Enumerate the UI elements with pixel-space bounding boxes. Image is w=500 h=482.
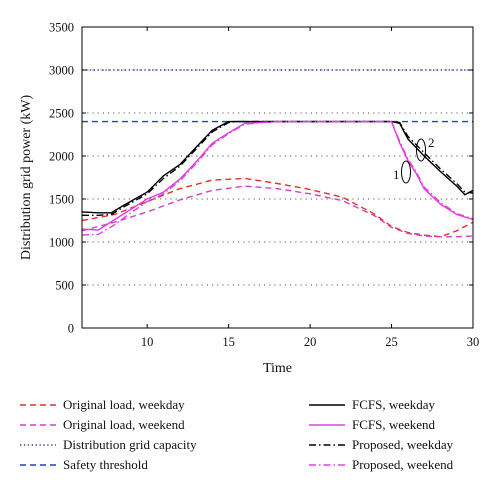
legend-label-2: Distribution grid capacity [63,437,197,452]
legend-label-6: Proposed, weekday [352,437,454,452]
series-line-0 [81,177,474,238]
legend-label-1: Original load, weekend [63,417,185,432]
grid-lines [82,69,473,286]
annotation-label-2: 2 [428,135,435,150]
legend-label-5: FCFS, weekend [352,417,436,432]
series-line-1 [81,185,474,238]
y-tick-label-7: 3500 [49,21,74,35]
series-layer [81,69,474,238]
x-tick-label-0: 10 [141,335,154,349]
plot-frame [81,26,474,329]
legend-label-3: Safety threshold [63,457,148,472]
series-line-6 [82,120,474,217]
series-line-4 [81,120,474,214]
annotation-ellipse-2 [416,138,426,162]
annotation-ellipse-1 [401,160,411,184]
y-tick-label-1: 500 [55,279,74,293]
legend-label-7: Proposed, weekend [352,457,454,472]
annotation-label-1: 1 [393,167,400,182]
y-tick-label-5: 2500 [49,107,74,121]
y-tick-label-4: 2000 [49,150,74,164]
series-line-7 [81,120,474,236]
y-axis-label: Distribution grid power (kW) [19,95,34,261]
legend: Original load, weekday FCFS, weekday Origi… [20,397,454,472]
y-tick-label-0: 0 [68,322,74,336]
x-tick-label-4: 30 [467,335,480,349]
y-tick-label-6: 3000 [49,64,74,78]
y-tick-label-3: 1500 [49,193,74,207]
y-tick-label-2: 1000 [49,236,74,250]
x-tick-label-1: 15 [222,335,235,349]
x-axis-label: Time [263,361,292,376]
legend-label-4: FCFS, weekday [352,397,436,412]
x-tick-label-2: 20 [304,335,317,349]
annotations: 1 2 [393,135,435,184]
legend-label-0: Original load, weekday [63,397,185,412]
x-tick-label-3: 25 [385,335,398,349]
axis-ticks: 0 500 1000 1500 2000 2500 3000 3500 10 15 20 25 30 [49,21,479,350]
